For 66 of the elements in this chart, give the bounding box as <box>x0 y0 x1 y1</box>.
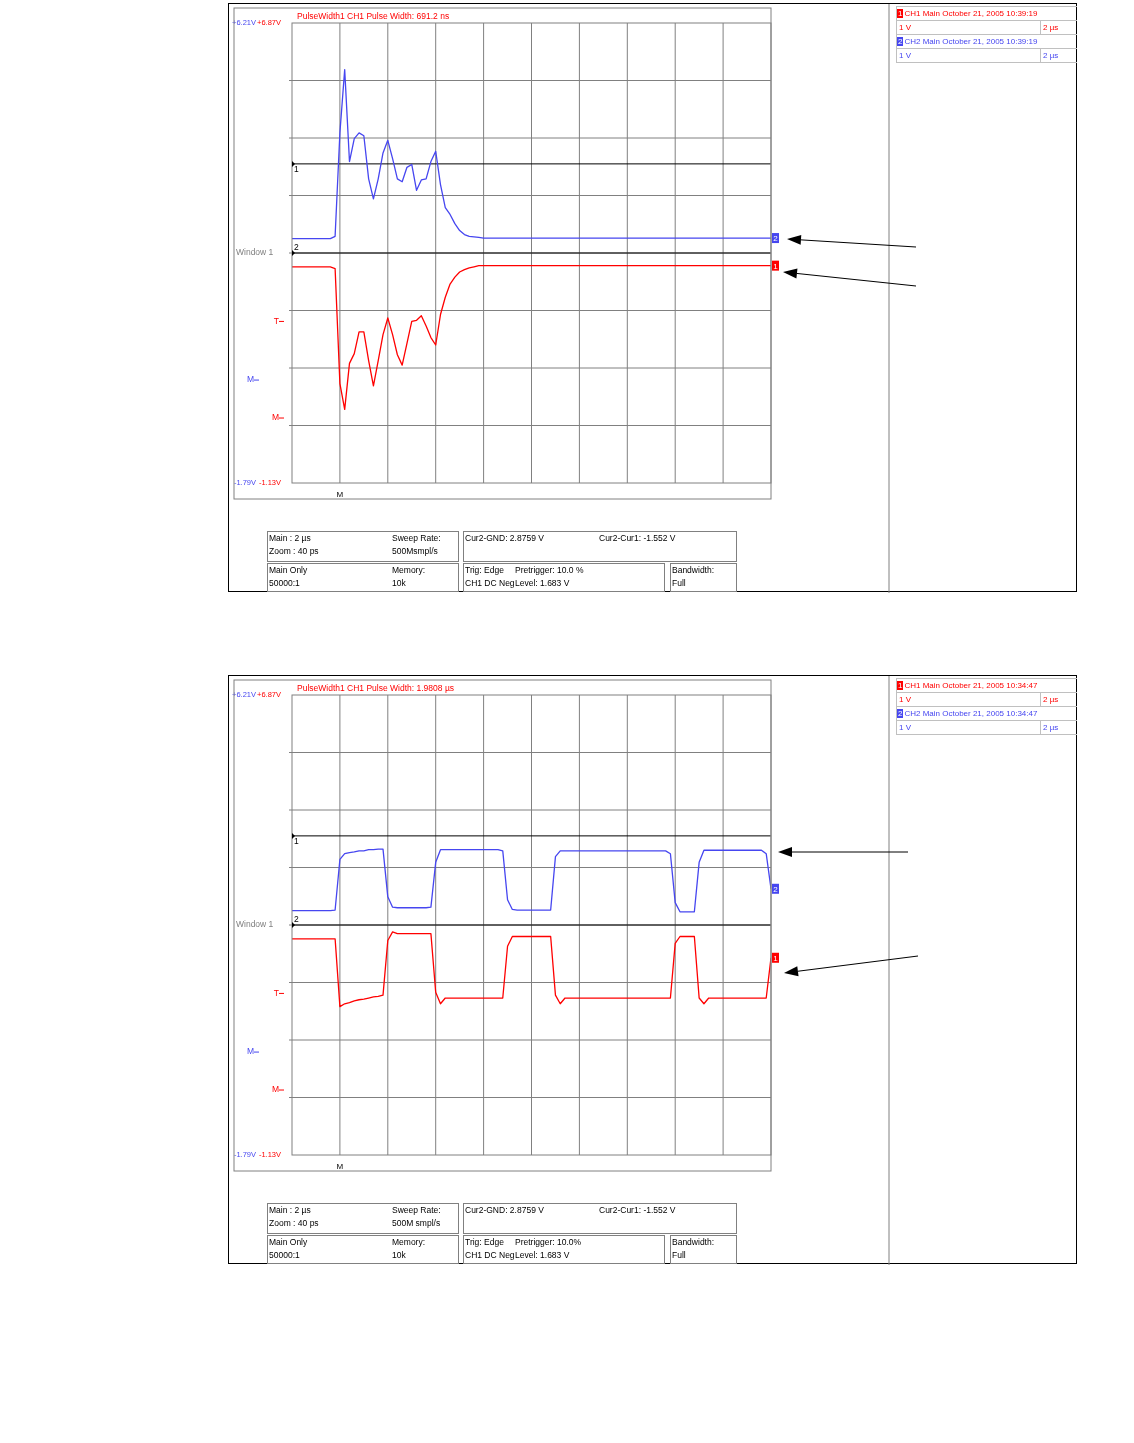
text: Full <box>672 1250 686 1261</box>
text: Level: 1.683 V <box>515 1250 570 1261</box>
text: Trig: Edge <box>465 1237 504 1248</box>
text: Cur2-GND: 2.8759 V <box>465 533 544 544</box>
text: 2 <box>898 709 903 718</box>
text: Full <box>672 578 686 589</box>
annotation: 1 <box>294 163 299 174</box>
text: 10k <box>392 1250 406 1261</box>
text: 50000:1 <box>269 578 300 589</box>
legend-label: CH1 Main October 21, 2005 10:39:19 <box>904 9 1038 18</box>
text: CH1 DC Neg <box>465 578 515 589</box>
text: 1 V <box>899 22 912 34</box>
text: 1 <box>898 681 903 690</box>
text: 1 V <box>899 50 912 62</box>
text: 2 <box>773 884 778 894</box>
y-tick-label: T <box>273 987 279 998</box>
chart-title: PulseWidth1 CH1 Pulse Width: 691.2 ns <box>297 11 450 22</box>
text: Level: 1.683 V <box>515 578 570 589</box>
y2-tick-label: M <box>246 1046 254 1057</box>
text: 500Msmpl/s <box>392 546 438 557</box>
annotation: 2 <box>294 914 299 924</box>
text: Main Only <box>269 1237 308 1248</box>
text: 2 µs <box>1040 21 1059 34</box>
text: Window 1 <box>236 247 274 258</box>
text: Main : 2 µs <box>269 1205 311 1216</box>
text: Window 1 <box>236 919 274 930</box>
text: Bandwidth: <box>672 565 715 576</box>
annotation: 2 <box>294 242 299 252</box>
text: Main Only <box>269 565 308 576</box>
legend-label: CH2 Main October 21, 2005 10:34:47 <box>904 709 1038 718</box>
text: 1 V <box>899 694 912 706</box>
text: 1 <box>773 953 778 963</box>
text: 10k <box>392 578 406 589</box>
text: Pretrigger: 10.0% <box>515 1237 582 1248</box>
text: 2 µs <box>1040 49 1059 62</box>
text: 2 <box>773 234 778 244</box>
y-tick-label: M <box>271 412 279 423</box>
text: 500M smpl/s <box>392 1218 441 1229</box>
text: Sweep Rate: <box>392 1205 441 1216</box>
text: Pretrigger: 10.0 % <box>515 565 584 576</box>
legend-label: CH2 Main October 21, 2005 10:39:19 <box>904 37 1038 46</box>
text: 50000:1 <box>269 1250 300 1261</box>
text: CH1 DC Neg <box>465 1250 515 1261</box>
text: Zoom : 40 ps <box>269 546 319 557</box>
text: 2 µs <box>1040 721 1059 734</box>
text: Zoom : 40 ps <box>269 1218 319 1229</box>
chart-title: PulseWidth1 CH1 Pulse Width: 1.9808 µs <box>297 683 455 694</box>
y-tick-label: T <box>273 315 279 326</box>
y2-tick-label: M <box>246 374 254 385</box>
text: Sweep Rate: <box>392 533 441 544</box>
text: Main : 2 µs <box>269 533 311 544</box>
text: 2 µs <box>1040 693 1059 706</box>
text: 2 <box>898 37 903 46</box>
text: 1 V <box>899 722 912 734</box>
text: Cur2-GND: 2.8759 V <box>465 1205 544 1216</box>
text: Memory: <box>392 565 426 576</box>
text: Trig: Edge <box>465 565 504 576</box>
annotation: 1 <box>294 835 299 846</box>
text: Cur2-Cur1: -1.552 V <box>599 1205 676 1216</box>
text: 1 <box>898 9 903 18</box>
y-tick-label: M <box>271 1084 279 1095</box>
text: Cur2-Cur1: -1.552 V <box>599 533 676 544</box>
text: Memory: <box>392 1237 426 1248</box>
text: 1 <box>773 261 778 271</box>
legend-label: CH1 Main October 21, 2005 10:34:47 <box>904 681 1038 690</box>
text: Bandwidth: <box>672 1237 715 1248</box>
